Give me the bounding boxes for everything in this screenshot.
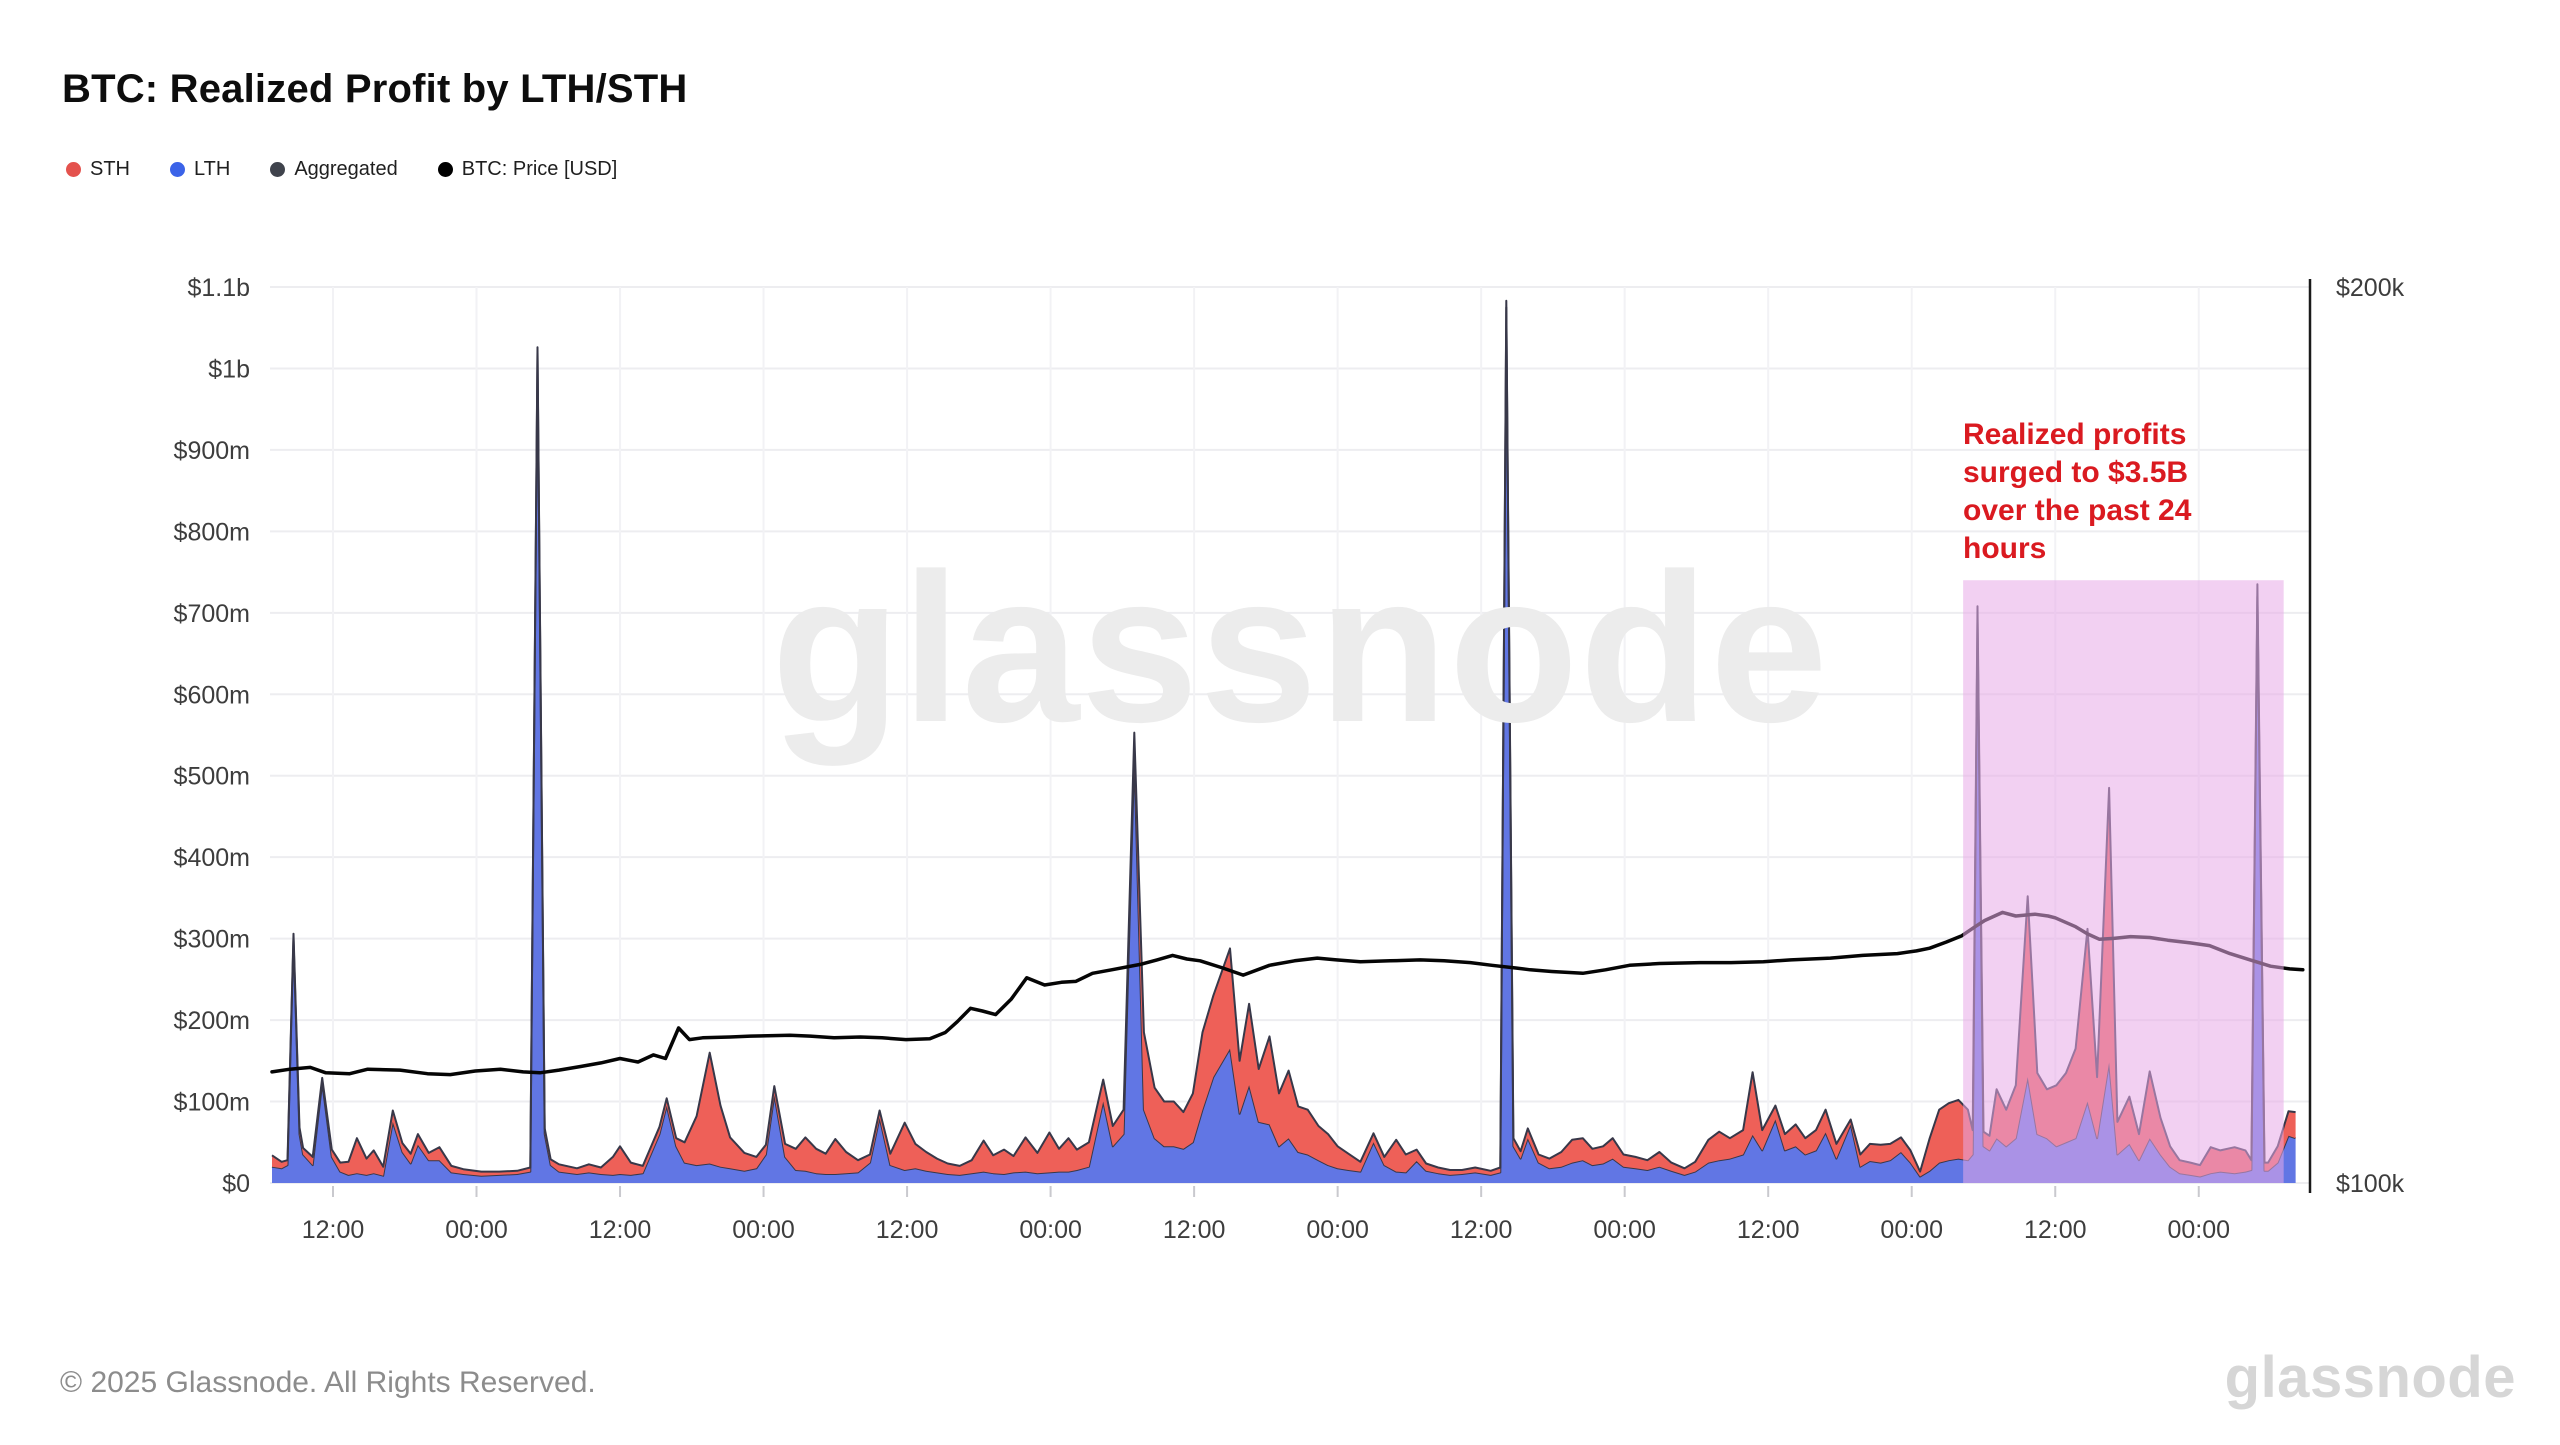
svg-text:12:00: 12:00 [1450, 1216, 1513, 1244]
svg-text:$100m: $100m [174, 1089, 250, 1117]
svg-text:$100k: $100k [2336, 1170, 2405, 1198]
svg-text:$200k: $200k [2336, 274, 2405, 302]
svg-text:00:00: 00:00 [732, 1216, 795, 1244]
legend-label-lth: LTH [194, 158, 231, 180]
svg-text:$300m: $300m [174, 926, 250, 954]
horizontal-gridlines [270, 286, 2310, 1184]
svg-text:00:00: 00:00 [2167, 1216, 2230, 1244]
x-axis-labels: 12:00 00:00 12:00 00:00 12:00 00:00 12:00 00:00… [302, 1216, 2230, 1244]
svg-text:$400m: $400m [174, 844, 250, 872]
svg-text:00:00: 00:00 [1880, 1216, 1943, 1244]
legend-item-sth[interactable]: STH [66, 158, 130, 181]
svg-text:$200m: $200m [174, 1007, 250, 1035]
page-title: BTC: Realized Profit by LTH/STH [62, 66, 688, 111]
glassnode-logo: glassnode [2224, 1345, 2516, 1410]
svg-text:12:00: 12:00 [302, 1216, 365, 1244]
y-axis-labels: $0 $100m $200m $300m $400m $500m $600m $700m $80… [174, 274, 250, 1198]
sth-dot-icon [66, 162, 81, 177]
y2-axis-labels: $100k $200k [2336, 274, 2405, 1198]
legend: STH LTH Aggregated BTC: Price [USD] [66, 158, 617, 181]
legend-label-aggregated: Aggregated [294, 158, 398, 180]
svg-text:$500m: $500m [174, 763, 250, 791]
svg-text:$900m: $900m [174, 437, 250, 465]
svg-text:$600m: $600m [174, 681, 250, 709]
glassnode-watermark: glassnode [771, 529, 1829, 766]
highlight-region [1963, 580, 2284, 1183]
svg-text:00:00: 00:00 [1306, 1216, 1369, 1244]
svg-text:$700m: $700m [174, 600, 250, 628]
legend-label-sth: STH [90, 158, 130, 180]
legend-item-btc-price[interactable]: BTC: Price [USD] [437, 158, 618, 181]
copyright-text: © 2025 Glassnode. All Rights Reserved. [60, 1366, 596, 1399]
legend-item-lth[interactable]: LTH [170, 158, 230, 181]
highlight-annotation: Realized profits surged to $3.5B over th… [1963, 418, 2192, 565]
svg-text:12:00: 12:00 [1737, 1216, 1800, 1244]
legend-item-aggregated[interactable]: Aggregated [270, 158, 398, 181]
svg-text:$0: $0 [222, 1170, 250, 1198]
lth-dot-icon [170, 162, 185, 177]
svg-text:12:00: 12:00 [2024, 1216, 2087, 1244]
svg-text:12:00: 12:00 [876, 1216, 939, 1244]
svg-text:00:00: 00:00 [1593, 1216, 1656, 1244]
svg-text:$1b: $1b [208, 355, 250, 383]
svg-text:12:00: 12:00 [589, 1216, 652, 1244]
svg-text:00:00: 00:00 [445, 1216, 508, 1244]
svg-text:00:00: 00:00 [1019, 1216, 1082, 1244]
svg-text:$1.1b: $1.1b [187, 274, 250, 302]
legend-label-btc-price: BTC: Price [USD] [461, 158, 618, 180]
svg-text:12:00: 12:00 [1163, 1216, 1226, 1244]
svg-text:$800m: $800m [174, 518, 250, 546]
btc-price-dot-icon [437, 162, 453, 177]
aggregated-dot-icon [270, 162, 286, 177]
